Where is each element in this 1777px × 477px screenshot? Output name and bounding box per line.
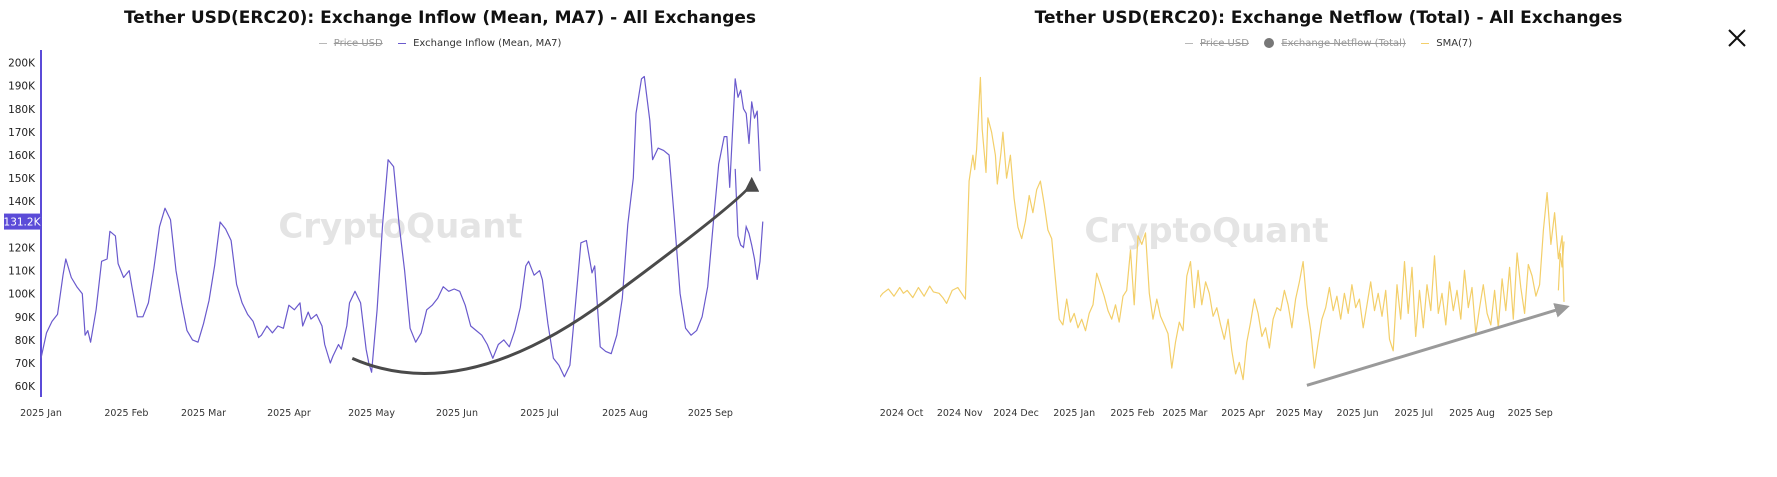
x-tick-label: 2025 Apr	[267, 408, 311, 419]
x-tick-label: 2025 Aug	[602, 408, 648, 419]
inflow-line-chart: CryptoQuant60K70K80K90K100K110K120K130K1…	[4, 50, 764, 419]
legend-line-icon	[397, 42, 406, 44]
x-tick-label: 2025 Aug	[1449, 408, 1495, 419]
chart-title: Tether USD(ERC20): Exchange Netflow (Tot…	[1034, 8, 1623, 28]
y-tick-label: 140K	[8, 196, 36, 208]
current-value-label: 131.2K	[4, 217, 42, 229]
netflow-line-chart: CryptoQuant-300M-200M-100M0100M200M300M4…	[880, 76, 1570, 419]
x-tick-label: 2025 Feb	[1110, 408, 1154, 419]
legend-dot-icon	[1264, 38, 1275, 48]
close-button[interactable]	[1723, 24, 1751, 52]
legend-line-icon	[318, 42, 327, 44]
x-tick-label: 2025 Apr	[1221, 408, 1265, 419]
legend-label: Price USD	[1199, 38, 1249, 49]
y-tick-label: 190K	[8, 81, 36, 93]
chart-panel-exchange-inflow: Tether USD(ERC20): Exchange Inflow (Mean…	[0, 0, 880, 477]
legend-line-icon	[1184, 42, 1193, 44]
current-value-badge	[4, 213, 40, 230]
y-tick-label: 160K	[8, 150, 36, 162]
legend-item-price-usd[interactable]: Price USD	[1184, 38, 1249, 49]
y-tick-label: 60K	[15, 381, 36, 393]
trend-arrow	[351, 176, 760, 375]
legend-line-icon	[1421, 42, 1430, 44]
y-tick-label: 70K	[15, 358, 36, 370]
legend-label: Price USD	[333, 38, 383, 49]
y-tick-label: 120K	[8, 242, 36, 254]
legend-item-exchange-netflow[interactable]: Exchange Netflow (Total)	[1264, 38, 1406, 49]
chart-title: Tether USD(ERC20): Exchange Inflow (Mean…	[123, 8, 757, 28]
x-tick-label: 2025 Jun	[436, 408, 478, 419]
legend-label: Exchange Netflow (Total)	[1281, 38, 1406, 49]
legend-label: Exchange Inflow (Mean, MA7)	[413, 38, 562, 49]
x-tick-label: 2025 May	[1276, 408, 1323, 419]
y-tick-label: 200K	[8, 58, 36, 70]
legend-item-price-usd[interactable]: Price USD	[318, 38, 383, 49]
watermark-text: CryptoQuant	[1084, 211, 1328, 251]
legend-item-sma7[interactable]: SMA(7)	[1421, 38, 1472, 49]
x-tick-label: 2024 Dec	[993, 408, 1039, 419]
x-tick-label: 2025 May	[348, 408, 395, 419]
x-tick-label: 2025 Jan	[20, 408, 62, 419]
x-tick-label: 2025 Sep	[688, 408, 733, 419]
x-tick-label: 2025 Jul	[1395, 408, 1434, 419]
x-tick-label: 2025 Sep	[1508, 408, 1553, 419]
y-tick-label: 100K	[8, 289, 36, 301]
chart-legend: Price USD Exchange Netflow (Total) SMA(7…	[880, 38, 1777, 49]
trend-arrow	[1306, 303, 1570, 387]
y-tick-label: 170K	[8, 127, 36, 139]
x-tick-label: 2025 Jun	[1337, 408, 1379, 419]
y-tick-label: 90K	[15, 312, 36, 324]
y-tick-label: 180K	[8, 104, 36, 116]
x-tick-label: 2025 Jan	[1053, 408, 1095, 419]
y-tick-label: 150K	[8, 173, 36, 185]
legend-item-exchange-inflow[interactable]: Exchange Inflow (Mean, MA7)	[397, 38, 562, 49]
series-line	[40, 75, 761, 378]
x-tick-label: 2024 Oct	[880, 408, 924, 419]
legend-label: SMA(7)	[1436, 38, 1473, 49]
y-tick-label: 80K	[15, 335, 36, 347]
y-tick-label: 110K	[8, 266, 36, 278]
series-line	[880, 76, 1565, 381]
x-tick-label: 2025 Jul	[520, 408, 559, 419]
series-line-tail	[734, 168, 764, 280]
chart-panel-exchange-netflow: Tether USD(ERC20): Exchange Netflow (Tot…	[880, 0, 1777, 477]
close-icon	[1728, 29, 1746, 47]
series-line-tail	[1557, 241, 1565, 291]
x-tick-label: 2025 Mar	[181, 408, 226, 419]
x-tick-label: 2024 Nov	[937, 408, 983, 419]
x-tick-label: 2025 Mar	[1162, 408, 1207, 419]
x-tick-label: 2025 Feb	[104, 408, 148, 419]
chart-legend: Price USD Exchange Inflow (Mean, MA7)	[0, 38, 880, 49]
